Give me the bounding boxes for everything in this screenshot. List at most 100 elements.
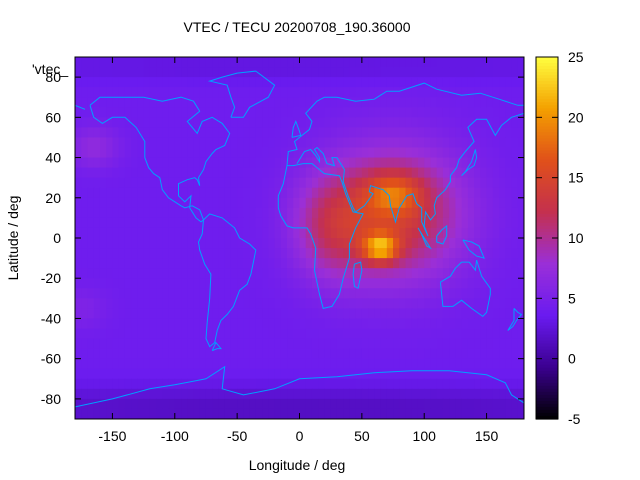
heatmap-cell [386,57,394,68]
heatmap-cell [368,368,375,380]
heatmap-cell [218,318,226,330]
colorbar-segment [536,370,558,375]
heatmap-cell [492,227,500,239]
heatmap-cell [368,338,375,350]
heatmap-cell [417,318,425,330]
heatmap-cell [131,408,138,419]
heatmap-cell [168,378,176,390]
colorbar-segment [536,304,558,308]
heatmap-cell [75,408,82,419]
heatmap-cell [280,258,288,269]
heatmap-cell [505,258,513,269]
heatmap-cell [343,258,350,269]
coastline-path [89,96,231,223]
heatmap-cell [330,308,338,320]
heatmap-cell [368,147,375,159]
heatmap-cell [168,97,176,108]
heatmap-cell [330,238,338,249]
heatmap-cell [75,217,82,229]
heatmap-cell [243,278,251,289]
heatmap-cell [455,67,463,78]
heatmap-cell [499,388,506,400]
colorbar-segment [536,355,558,360]
heatmap-cell [336,238,344,249]
heatmap-cell [393,378,400,390]
heatmap-cell [106,157,114,169]
heatmap-cell [243,87,251,98]
heatmap-cell [81,378,89,390]
heatmap-cell [374,57,382,68]
heatmap-cell [517,268,524,279]
heatmap-cell [399,137,407,149]
heatmap-cell [193,157,201,169]
heatmap-cell [486,197,494,209]
heatmap-cell [181,358,188,370]
heatmap-cell [517,67,524,78]
heatmap-cell [75,77,82,88]
heatmap-cell [268,248,276,259]
heatmap-cell [461,258,469,269]
x-tick-label: 150 [475,428,499,444]
heatmap-cell [349,167,357,179]
heatmap-cell [287,338,294,350]
heatmap-cell [262,227,269,239]
heatmap-cell [480,268,488,279]
heatmap-cell [168,398,176,410]
heatmap-cell [492,388,500,400]
heatmap-cell [442,328,450,340]
heatmap-cell [224,318,232,330]
heatmap-cell [112,67,120,78]
heatmap-cell [224,288,232,299]
x-axis-label: Longitude / deg [249,457,346,473]
heatmap-cell [380,117,388,128]
heatmap-cell [343,288,350,299]
heatmap-cell [199,308,207,320]
colorbar-segment [536,406,558,411]
heatmap-cell [137,147,145,159]
heatmap-cell [143,147,151,159]
heatmap-cell [299,248,307,259]
heatmap-cell [143,348,151,360]
heatmap-cell [168,328,176,340]
heatmap-cell [505,177,513,189]
heatmap-cell [449,137,457,149]
heatmap-cell [324,187,332,199]
heatmap-cell [199,378,207,390]
heatmap-cell [393,318,400,330]
heatmap-cell [249,358,257,370]
heatmap-cell [299,147,307,159]
heatmap-cell [330,348,338,360]
colorbar-segment [536,358,558,363]
heatmap-cell [467,408,475,419]
heatmap-cell [299,197,307,209]
heatmap-cell [162,197,170,209]
heatmap-cell [87,127,95,139]
heatmap-cell [374,338,382,350]
heatmap-cell [124,167,132,179]
heatmap-cell [486,268,494,279]
heatmap-cell [218,258,226,269]
heatmap-cell [449,408,457,419]
heatmap-cell [330,378,338,390]
heatmap-cell [106,288,114,299]
heatmap-cell [480,57,488,68]
heatmap-cell [442,207,450,219]
heatmap-cell [436,137,444,149]
heatmap-cell [255,328,263,340]
heatmap-cell [374,187,382,199]
heatmap-cell [212,97,220,108]
heatmap-cell [343,127,350,139]
heatmap-cell [467,248,475,259]
heatmap-cell [480,348,488,360]
heatmap-cell [255,187,263,199]
heatmap-cell [237,248,244,259]
heatmap-cell [262,167,269,179]
heatmap-cell [305,338,313,350]
heatmap-cell [131,97,138,108]
heatmap-cell [174,328,182,340]
heatmap-cell [131,398,138,410]
heatmap-cell [274,147,282,159]
heatmap-cell [343,378,350,390]
heatmap-cell [99,278,107,289]
colorbar-segment [536,277,558,281]
